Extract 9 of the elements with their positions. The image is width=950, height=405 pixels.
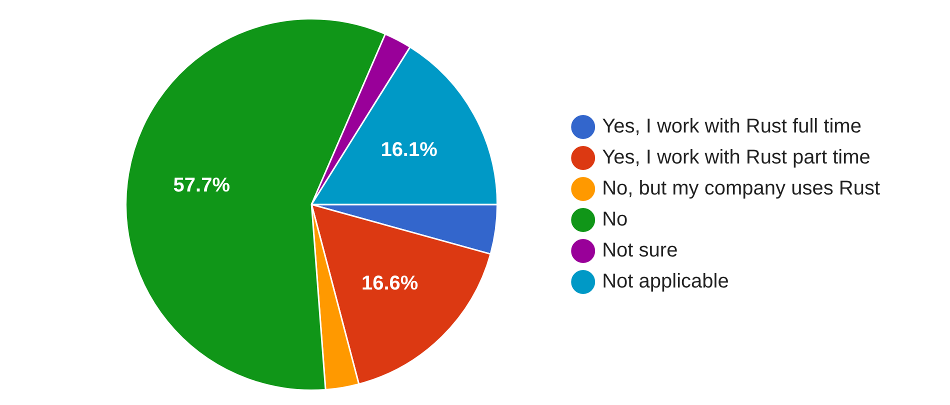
legend-label: Yes, I work with Rust full time: [602, 116, 862, 138]
data-label: 57.7%: [173, 174, 230, 197]
legend-label: Yes, I work with Rust part time: [602, 146, 870, 169]
data-label: 16.6%: [362, 272, 418, 294]
legend-label: Not sure: [602, 240, 678, 262]
legend-label: No: [602, 208, 628, 231]
data-label: 16.1%: [380, 139, 438, 162]
legend-label: Not applicable: [602, 270, 729, 293]
legend-label: No, but my company uses Rust: [602, 178, 880, 200]
